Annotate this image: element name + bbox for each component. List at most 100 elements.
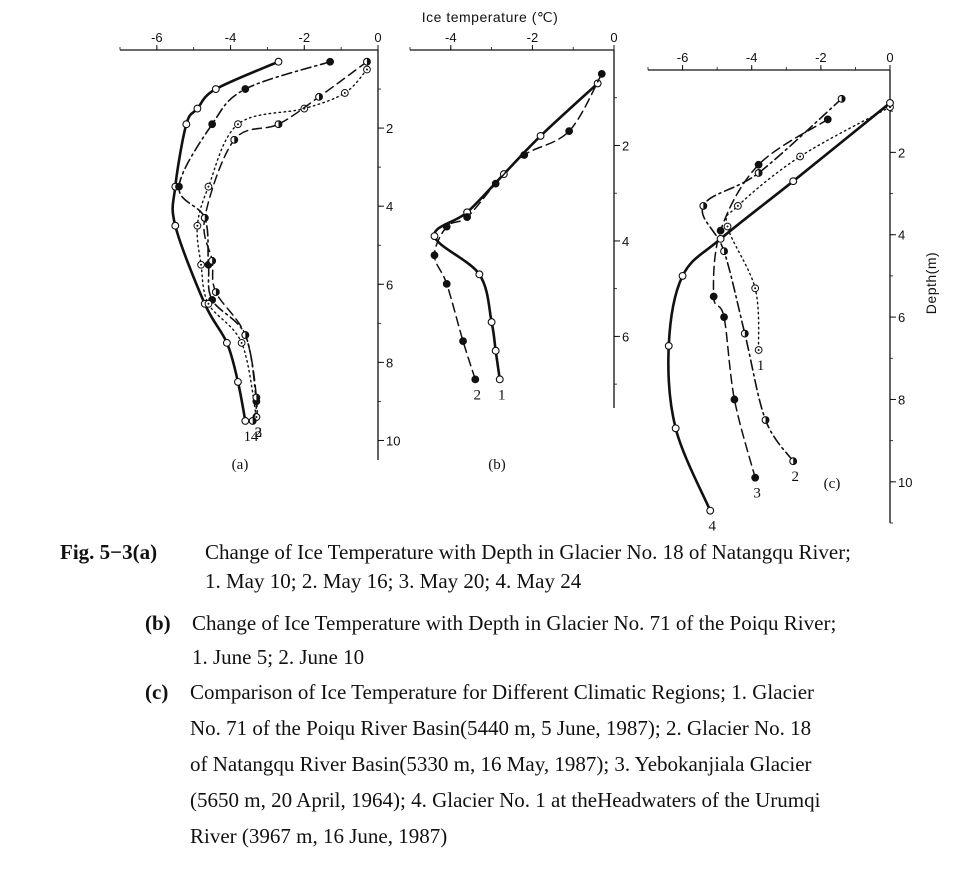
series-1-point-dot <box>757 349 760 352</box>
series-4-point <box>716 234 725 243</box>
series-4-point <box>671 424 680 433</box>
series-3-point <box>751 473 760 482</box>
series-1-point <box>193 104 202 113</box>
series-1-point <box>241 417 250 425</box>
series-4-label: 4 <box>251 429 259 445</box>
series-1-point <box>430 232 439 241</box>
series-4-point-half <box>204 214 209 222</box>
caption-c-line1: Comparison of Ice Temperature for Differ… <box>190 680 815 704</box>
x-tick-label: -4 <box>746 50 758 65</box>
y-tick-label: 8 <box>386 355 393 370</box>
x-tick-label: -6 <box>677 50 689 65</box>
series-3-point <box>730 395 739 404</box>
caption-a-label: Fig. 5−3(a) <box>60 540 158 564</box>
series-1-point <box>495 375 504 384</box>
series-2-point-half <box>793 457 797 465</box>
series-3-point-dot <box>200 263 203 266</box>
series-2-point-half <box>841 95 845 103</box>
y-tick-label: 2 <box>386 121 393 136</box>
series-1-point <box>233 377 242 386</box>
caption-c-line5: River (3967 m, 16 June, 1987) <box>190 824 448 848</box>
panel-label: (c) <box>824 476 841 492</box>
series-2-point <box>471 375 480 384</box>
series-4-point-half <box>252 417 257 425</box>
series-3-point-dot <box>343 91 346 94</box>
series-2-point-half <box>703 202 707 210</box>
series-4-point-half <box>366 58 371 66</box>
x-tick-label: -4 <box>225 30 237 45</box>
series-1-point <box>487 318 496 327</box>
series-3-point-dot <box>196 224 199 227</box>
series-1-line <box>433 82 599 381</box>
series-3-line <box>712 118 829 479</box>
series-4-point <box>664 341 673 350</box>
series-1-point <box>274 57 283 66</box>
series-1-point <box>593 79 602 88</box>
series-2-point <box>597 69 606 78</box>
y-tick-label: 6 <box>386 277 393 292</box>
series-1-label: 1 <box>498 387 506 403</box>
series-2-point <box>565 127 574 136</box>
caption-b-line1: Change of Ice Temperature with Depth in … <box>192 611 837 635</box>
series-4-point-half <box>212 257 216 265</box>
caption-b-label: (b) <box>145 611 171 635</box>
series-2-point <box>491 179 500 188</box>
series-4-point-half <box>278 120 282 128</box>
y-tick-label: 6 <box>898 310 905 325</box>
series-4-point-half <box>234 136 238 144</box>
panel-label: (a) <box>232 457 249 473</box>
x-tick-label: -6 <box>151 30 163 45</box>
panel-label: (b) <box>488 457 506 473</box>
series-2-point <box>241 85 250 93</box>
series-2-point-half <box>765 416 769 424</box>
series-4-point <box>789 177 798 186</box>
y-tick-label: 2 <box>622 138 629 153</box>
series-2-point <box>442 222 451 231</box>
series-1-point <box>171 221 180 230</box>
series-1-point-dot <box>736 204 739 207</box>
series-1-point <box>222 338 231 347</box>
series-4-point <box>706 506 715 515</box>
caption-a-line1: Change of Ice Temperature with Depth in … <box>205 540 852 564</box>
series-4-point-half <box>245 331 249 339</box>
x-tick-label: -2 <box>299 30 311 45</box>
series-2-point-half <box>724 247 728 255</box>
caption-c-line4: (5650 m, 20 April, 1964); 4. Glacier No.… <box>190 788 821 812</box>
series-1-point <box>211 85 220 93</box>
series-3-label: 3 <box>255 425 263 441</box>
series-3-point-dot <box>255 416 258 419</box>
depth-axis-label: Depth(m) <box>923 252 939 314</box>
series-4-point <box>886 98 894 107</box>
caption-c-line2: No. 71 of the Poiqu River Basin(5440 m, … <box>190 716 812 740</box>
ice-temperature-figure: Ice temperature (℃) Depth(m) -6 -4 -2 02468… <box>119 9 939 535</box>
caption-b-line2: 1. June 5; 2. June 10 <box>192 645 365 669</box>
series-4-point-half <box>215 288 220 296</box>
series-3-point-dot <box>207 302 210 305</box>
series-1-point <box>491 346 500 355</box>
series-3-point <box>823 115 832 124</box>
series-2-point-half <box>744 330 749 337</box>
caption-c-label: (c) <box>145 680 169 704</box>
series-1-point-dot <box>726 225 729 228</box>
series-3-point <box>709 292 718 301</box>
series-3-point <box>720 313 728 321</box>
caption-c-line3: of Natangqu River Basin(5330 m, 16 May, … <box>190 752 812 776</box>
series-2-point <box>208 120 217 129</box>
series-4-line <box>667 101 892 512</box>
series-2-point <box>520 151 529 159</box>
series-4-point-half <box>319 93 323 101</box>
series-3-point-dot <box>365 68 368 71</box>
series-2-label: 2 <box>791 469 799 485</box>
series-1-line <box>171 60 280 423</box>
series-1-point <box>182 120 191 129</box>
series-3-label: 3 <box>753 486 761 502</box>
series-1-label: 1 <box>244 429 252 445</box>
series-1-line <box>725 106 891 351</box>
y-tick-label: 10 <box>386 433 400 448</box>
y-tick-label: 4 <box>386 199 393 214</box>
y-tick-label: 4 <box>898 228 905 243</box>
series-2-point <box>463 213 472 221</box>
